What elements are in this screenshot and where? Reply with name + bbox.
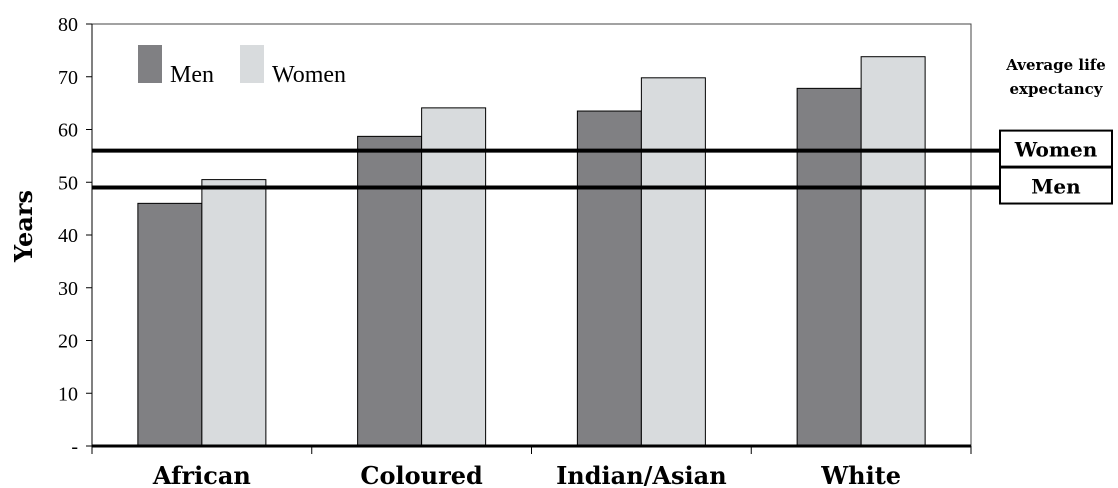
bar-women-coloured: [421, 107, 487, 447]
y-tick-label: 30: [58, 278, 78, 300]
legend-label-men: Men: [170, 62, 214, 88]
reference-title-line1: Average life: [1005, 56, 1106, 74]
x-tick-label: Coloured: [360, 461, 483, 488]
y-axis: - 10 20 30 40 50 60 70 80: [58, 14, 93, 458]
reference-label-box: [999, 166, 1113, 205]
bar-men-white: [796, 87, 862, 447]
y-axis-label: Years: [9, 190, 38, 263]
reference-label-men: Men: [1031, 175, 1081, 199]
y-tick-label: -: [71, 436, 78, 458]
y-tick-label: 70: [58, 67, 78, 89]
bar-men-african: [137, 202, 203, 447]
reference-title: Average life expectancy: [1005, 56, 1106, 98]
reference-label-women: Women: [1014, 138, 1098, 162]
reference-lines: Women Men: [92, 129, 1113, 205]
x-tick-label: White: [820, 461, 901, 488]
legend-label-women: Women: [272, 62, 346, 88]
bar-men-coloured: [357, 135, 423, 447]
legend: Men Women: [138, 45, 346, 88]
legend-swatch-women: [240, 45, 264, 83]
x-axis: African Coloured Indian/Asian White: [91, 444, 972, 488]
reference-title-line2: expectancy: [1009, 80, 1103, 98]
y-tick-label: 60: [58, 120, 78, 142]
bars-group: [137, 56, 926, 447]
bar-men-indianasian: [576, 110, 642, 447]
y-tick-label: 10: [58, 383, 78, 405]
y-tick-label: 50: [58, 172, 78, 194]
bar-women-white: [860, 56, 926, 447]
y-tick-label: 20: [58, 331, 78, 353]
bar-women-indianasian: [640, 77, 706, 447]
x-tick-label: Indian/Asian: [556, 461, 727, 488]
legend-swatch-men: [138, 45, 162, 83]
bar-women-african: [201, 179, 267, 447]
y-tick-label: 40: [58, 225, 78, 247]
x-tick-label: African: [152, 461, 251, 488]
y-tick-label: 80: [58, 14, 78, 36]
